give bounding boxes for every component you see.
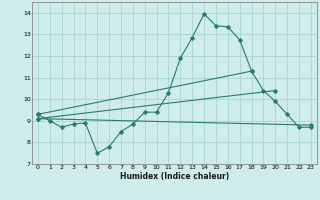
X-axis label: Humidex (Indice chaleur): Humidex (Indice chaleur) <box>120 172 229 181</box>
